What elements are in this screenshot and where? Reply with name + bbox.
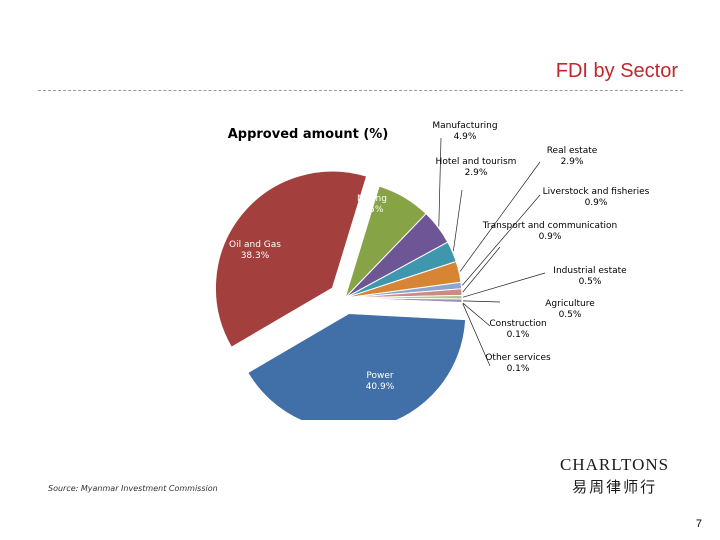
leader-line-manufacturing [438,137,442,227]
slice-value-real-estate: 2.9% [561,157,584,167]
slice-value-oil-and-gas: 38.3% [241,251,270,261]
leader-line-other-services [462,303,491,367]
pie-slice-power [247,313,467,420]
leader-line-transport-and-communication [462,246,501,293]
slice-label-manufacturing: Manufacturing [432,121,497,131]
source-note: Source: Myanmar Investment Commission [48,484,218,493]
slice-value-transport-and-communication: 0.9% [539,232,562,242]
slide-title: FDI by Sector [555,60,678,82]
slice-value-manufacturing: 4.9% [454,132,477,142]
leader-line-liverstock-and-fisheries [462,194,541,286]
slice-label-agriculture: Agriculture [545,299,595,309]
leader-line-real-estate [459,161,541,272]
leader-line-agriculture [462,300,501,303]
slice-label-liverstock-and-fisheries: Liverstock and fisheries [543,187,650,197]
slice-value-agriculture: 0.5% [559,310,582,320]
slice-label-hotel-and-tourism: Hotel and tourism [436,157,517,167]
leader-line-construction [462,302,491,327]
leader-line-hotel-and-tourism [452,189,463,252]
slice-label-real-estate: Real estate [547,146,598,156]
title-divider [38,90,683,91]
slice-label-industrial-estate: Industrial estate [553,266,627,276]
slice-label-mining: Mining [357,194,387,204]
slice-label-power: Power [366,371,394,381]
slice-label-construction: Construction [489,319,546,329]
logo-cjk: 易周律师行 [572,478,658,496]
leader-lines [438,137,546,367]
slice-value-liverstock-and-fisheries: 0.9% [585,198,608,208]
slice-value-other-services: 0.1% [507,364,530,374]
pie-slice-oil-and-gas [214,170,368,348]
slice-value-construction: 0.1% [507,330,530,340]
leader-line-industrial-estate [462,272,546,298]
charltons-logo: CHARLTONS 易周律师行 [560,455,669,497]
slice-label-transport-and-communication: Transport and communication [482,221,618,231]
slice-value-power: 40.9% [366,382,395,392]
slice-value-industrial-estate: 0.5% [579,277,602,287]
slice-label-other-services: Other services [485,353,551,363]
slice-value-hotel-and-tourism: 2.9% [465,168,488,178]
slice-value-mining: 7.5% [361,205,384,215]
pie-slices [214,170,467,420]
chart-title: Approved amount (%) [228,127,389,142]
slice-label-oil-and-gas: Oil and Gas [229,240,281,250]
logo-name: CHARLTONS [560,455,670,474]
pie-slice-other-services [344,297,463,305]
page-number: 7 [695,518,702,530]
